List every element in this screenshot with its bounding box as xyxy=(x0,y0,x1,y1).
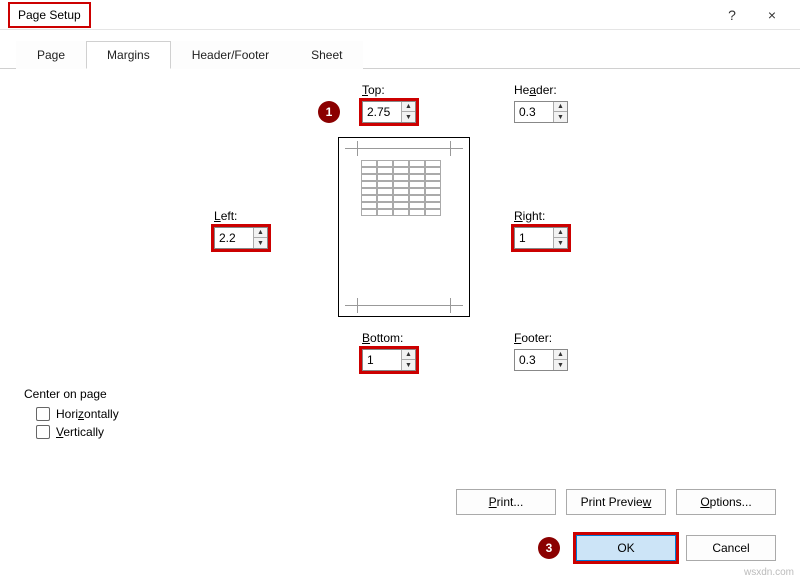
center-on-page-label: Center on page xyxy=(24,387,119,401)
page-preview xyxy=(338,137,470,317)
label-top: Top: xyxy=(362,83,416,97)
spinner-footer: ▲ ▼ xyxy=(514,349,568,371)
label-bottom: Bottom: xyxy=(362,331,416,345)
ok-button[interactable]: OK xyxy=(576,535,676,561)
label-header: Header: xyxy=(514,83,568,97)
field-top: Top: ▲ ▼ xyxy=(362,83,416,123)
close-button[interactable]: × xyxy=(752,3,792,27)
spin-down-icon[interactable]: ▼ xyxy=(402,112,415,122)
titlebar: Page Setup ? × xyxy=(0,0,800,30)
help-button[interactable]: ? xyxy=(712,3,752,27)
spin-down-icon[interactable]: ▼ xyxy=(554,360,567,370)
print-button[interactable]: Print... xyxy=(456,489,556,515)
cancel-button[interactable]: Cancel xyxy=(686,535,776,561)
spin-up-icon[interactable]: ▲ xyxy=(554,102,567,112)
field-left: Left: ▲ ▼ xyxy=(214,209,268,249)
spin-down-icon[interactable]: ▼ xyxy=(554,238,567,248)
label-right: Right: xyxy=(514,209,568,223)
spin-up-icon[interactable]: ▲ xyxy=(554,228,567,238)
input-bottom[interactable] xyxy=(363,350,401,370)
primary-button-row: 3 OK Cancel xyxy=(538,535,776,561)
spin-down-icon[interactable]: ▼ xyxy=(554,112,567,122)
tab-header-footer[interactable]: Header/Footer xyxy=(171,41,290,69)
spin-down-icon[interactable]: ▼ xyxy=(254,238,267,248)
tab-page[interactable]: Page xyxy=(16,41,86,69)
field-footer: Footer: ▲ ▼ xyxy=(514,331,568,371)
label-horizontally: Horizontally xyxy=(56,407,119,421)
input-header[interactable] xyxy=(515,102,553,122)
spin-up-icon[interactable]: ▲ xyxy=(402,102,415,112)
annotation-circle-3: 3 xyxy=(538,537,560,559)
label-footer: Footer: xyxy=(514,331,568,345)
tab-panel-margins: 1 Top: ▲ ▼ Header: ▲ ▼ xyxy=(0,69,800,499)
secondary-button-row: Print... Print Preview Options... xyxy=(456,489,776,515)
annotation-number: 1 xyxy=(326,105,333,119)
input-top[interactable] xyxy=(363,102,401,122)
field-header: Header: ▲ ▼ xyxy=(514,83,568,123)
print-preview-button[interactable]: Print Preview xyxy=(566,489,666,515)
checkbox-vertically[interactable] xyxy=(36,425,50,439)
label-vertically: Vertically xyxy=(56,425,104,439)
spinner-header: ▲ ▼ xyxy=(514,101,568,123)
field-bottom: Bottom: ▲ ▼ xyxy=(362,331,416,371)
window-title: Page Setup xyxy=(8,2,91,28)
tab-margins[interactable]: Margins xyxy=(86,41,171,69)
spinner-bottom: ▲ ▼ xyxy=(362,349,416,371)
label-left: Left: xyxy=(214,209,268,223)
tab-strip: Page Margins Header/Footer Sheet xyxy=(0,30,800,69)
input-left[interactable] xyxy=(215,228,253,248)
spinner-left: ▲ ▼ xyxy=(214,227,268,249)
annotation-circle-1: 1 xyxy=(318,101,340,123)
center-on-page-section: Center on page Horizontally Vertically xyxy=(24,387,119,443)
options-button[interactable]: Options... xyxy=(676,489,776,515)
input-footer[interactable] xyxy=(515,350,553,370)
spinner-right: ▲ ▼ xyxy=(514,227,568,249)
spin-up-icon[interactable]: ▲ xyxy=(254,228,267,238)
field-right: Right: ▲ ▼ xyxy=(514,209,568,249)
checkbox-horizontally[interactable] xyxy=(36,407,50,421)
input-right[interactable] xyxy=(515,228,553,248)
spin-up-icon[interactable]: ▲ xyxy=(402,350,415,360)
spin-down-icon[interactable]: ▼ xyxy=(402,360,415,370)
annotation-number: 3 xyxy=(546,541,553,555)
spinner-top: ▲ ▼ xyxy=(362,101,416,123)
watermark: wsxdn.com xyxy=(744,567,794,578)
tab-sheet[interactable]: Sheet xyxy=(290,41,363,69)
spin-up-icon[interactable]: ▲ xyxy=(554,350,567,360)
